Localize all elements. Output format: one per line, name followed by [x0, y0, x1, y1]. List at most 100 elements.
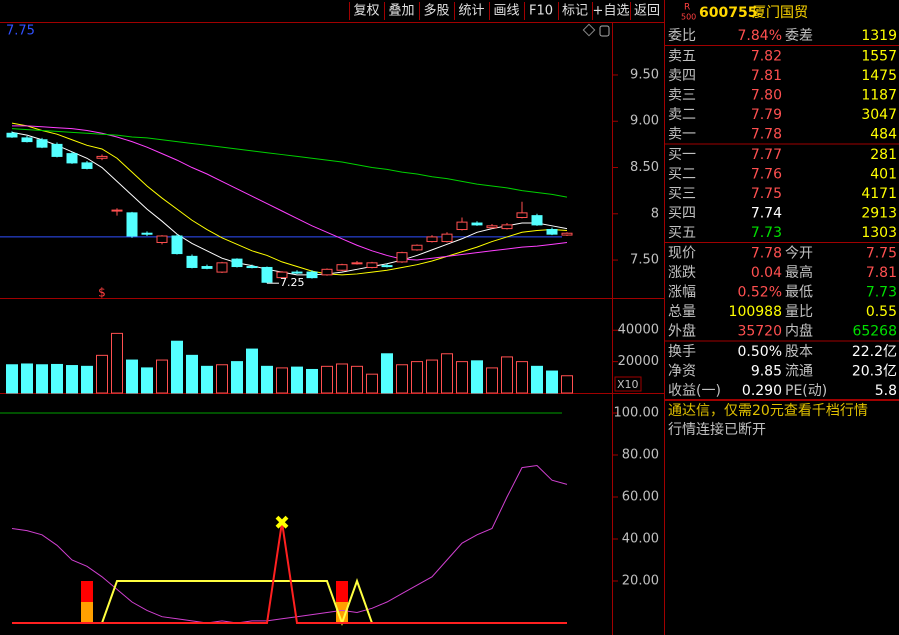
volume-bar [261, 365, 273, 394]
candle-body [186, 255, 198, 268]
candle-body [291, 271, 303, 274]
y-tick-label: 8.50 [630, 160, 659, 175]
candle-body [21, 137, 33, 143]
volume-bar [246, 348, 258, 394]
annotation: $ [98, 286, 106, 300]
volume-bar [546, 370, 558, 394]
quote-label: 最高 [785, 264, 813, 281]
toolbar-button[interactable]: 标记 [562, 4, 588, 19]
volume-bar [486, 367, 498, 394]
toolbar-button[interactable]: 统计 [458, 4, 484, 19]
quote-value: 7.84% [738, 28, 782, 44]
notice[interactable]: 通达信，仅需20元查看千档行情 [668, 403, 868, 419]
quote-value: 3047 [861, 107, 897, 123]
volume-bar [171, 340, 183, 394]
reference-label: 7.75 [6, 24, 35, 39]
candle-body [516, 212, 528, 218]
icon[interactable] [582, 23, 596, 37]
quote-label: 股本 [785, 344, 813, 360]
y-tick-label: 40.00 [622, 532, 659, 547]
quote-label: 卖五 [668, 49, 696, 65]
candle-body [561, 232, 573, 236]
toolbar-button[interactable]: 返回 [634, 4, 660, 19]
y-tick-label: 60.00 [622, 490, 659, 505]
volume-bar [96, 354, 108, 394]
volume-bar [51, 363, 63, 394]
candle-body [366, 262, 378, 268]
candle-body [51, 143, 63, 157]
candle-body [156, 235, 168, 243]
volume-bar [366, 373, 378, 394]
candle-body [411, 244, 423, 251]
quote-label: 委差 [785, 28, 813, 44]
volume-bar [231, 361, 243, 394]
toolbar-button[interactable]: +自选 [593, 4, 630, 19]
candle-body [336, 264, 348, 271]
quote-value: 0.50% [738, 344, 782, 360]
stock-code: 600755 [699, 5, 757, 21]
volume-bar [216, 364, 228, 394]
unit-box [614, 376, 642, 392]
indicator-line [12, 522, 567, 624]
toolbar-button[interactable]: F10 [529, 4, 553, 19]
candle-body [36, 139, 48, 148]
ma-line [11, 128, 568, 198]
volume-bar [516, 361, 528, 394]
y-tick-label: 8 [651, 206, 659, 221]
volume-bar [36, 364, 48, 394]
volume-bar [6, 364, 18, 394]
y-tick-label: 40000 [618, 323, 659, 338]
icon[interactable] [599, 25, 610, 37]
quote-label: 买五 [668, 225, 696, 241]
candle-body [246, 266, 258, 269]
toolbar-button[interactable]: 叠加 [388, 4, 414, 19]
quote-label: 换手 [668, 343, 696, 360]
quote-value: 35720 [737, 324, 782, 340]
candle-body [231, 258, 243, 268]
candle-body [276, 271, 288, 279]
quote-value: 4171 [861, 186, 897, 202]
quote-value: 7.80 [751, 88, 782, 104]
candle-body [546, 229, 558, 235]
quote-value: 1303 [861, 225, 897, 241]
volume-bar [141, 367, 153, 394]
ma-line [11, 131, 568, 276]
quote-value: 7.75 [751, 186, 782, 202]
volume-bar [291, 366, 303, 394]
volume-bar [321, 365, 333, 394]
quote-value: 7.73 [866, 285, 897, 301]
candle-body [456, 221, 468, 231]
y-tick-label: 80.00 [622, 448, 659, 463]
y-tick-label: 9.50 [630, 67, 659, 82]
quote-value: 20.3亿 [852, 364, 897, 380]
volume-bar [411, 361, 423, 394]
quote-value: 0.290 [742, 383, 782, 399]
volume-bar [21, 363, 33, 394]
candle-body [426, 236, 438, 243]
signal-bar [336, 581, 348, 602]
y-tick-label: 20.00 [622, 574, 659, 589]
quote-value: 1557 [861, 49, 897, 65]
quote-label: 卖四 [668, 68, 696, 84]
toolbar-button[interactable]: 复权 [353, 3, 379, 19]
signal-bar [336, 602, 348, 623]
volume-bar [111, 332, 123, 394]
candle-body [531, 215, 543, 226]
quote-value: 7.82 [751, 49, 782, 65]
quote-value: 401 [870, 167, 897, 183]
volume-bar [276, 367, 288, 394]
quote-value: 7.73 [751, 225, 782, 241]
quote-label: 量比 [785, 304, 813, 320]
quote-label: 外盘 [668, 323, 696, 340]
quote-value: 65268 [852, 324, 897, 340]
toolbar-button[interactable]: 画线 [493, 4, 519, 19]
indicator-line [101, 578, 373, 626]
candle-body [66, 153, 78, 164]
y-tick-label: 9.00 [630, 114, 659, 129]
toolbar-button[interactable]: 多股 [423, 3, 449, 19]
quote-value: 1475 [861, 68, 897, 84]
quote-value: 7.78 [751, 246, 782, 262]
y-tick-label: 20000 [618, 354, 659, 369]
